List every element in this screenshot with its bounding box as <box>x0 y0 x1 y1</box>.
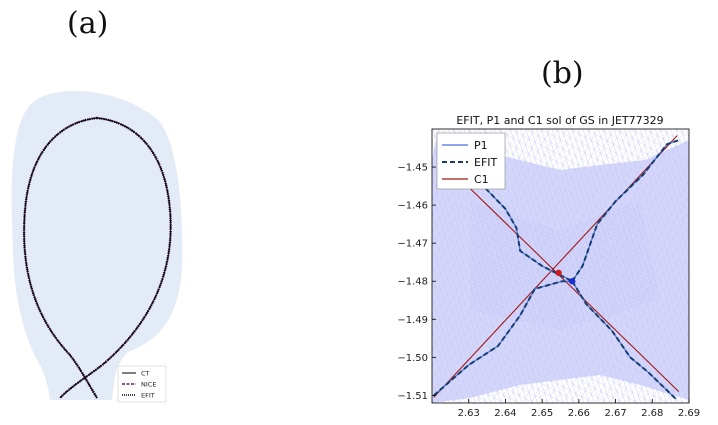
red-marker <box>555 270 561 276</box>
x-tick-label: 2.68 <box>641 408 663 419</box>
chart-title: EFIT, P1 and C1 sol of GS in JET77329 <box>456 114 663 127</box>
y-tick-label: −1.50 <box>397 353 428 364</box>
y-tick-label: −1.49 <box>397 315 428 326</box>
legend-item-efit: EFIT <box>474 156 498 169</box>
blue-marker <box>569 278 575 284</box>
y-tick-label: −1.46 <box>397 201 428 212</box>
x-tick-label: 2.63 <box>458 408 480 419</box>
legend-item-p1: P1 <box>474 139 488 152</box>
x-tick-label: 2.69 <box>678 408 700 419</box>
y-tick-label: −1.51 <box>397 391 428 402</box>
x-tick-label: 2.66 <box>568 408 590 419</box>
y-tick-label: −1.47 <box>397 239 428 250</box>
x-tick-label: 2.67 <box>604 408 626 419</box>
y-tick-label: −1.48 <box>397 277 428 288</box>
y-axis: −1.45 −1.46 −1.47 −1.48 −1.49 −1.50 −1.51 <box>397 163 436 402</box>
chart-b-legend: P1 EFIT C1 <box>437 133 505 189</box>
x-tick-label: 2.64 <box>494 408 516 419</box>
legend-item-c1: C1 <box>474 173 489 186</box>
y-tick-label: −1.45 <box>397 163 428 174</box>
x-tick-label: 2.65 <box>531 408 553 419</box>
